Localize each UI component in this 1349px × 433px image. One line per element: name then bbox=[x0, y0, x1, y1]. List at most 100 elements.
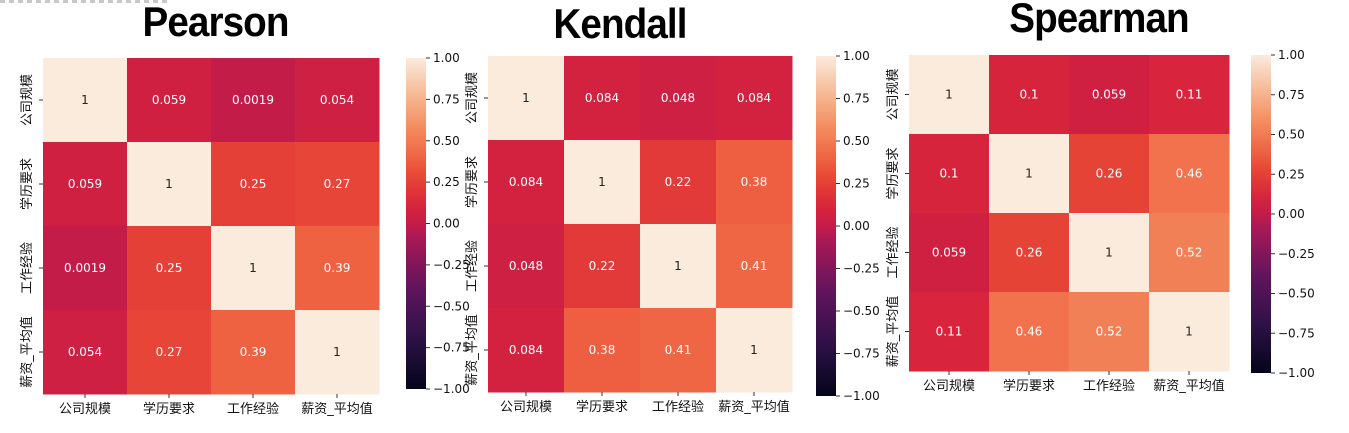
y-tick-label: 学历要求 bbox=[885, 147, 901, 199]
x-tick-label: 薪资_平均值 bbox=[301, 401, 373, 417]
cell-value-label: 0.41 bbox=[665, 343, 692, 357]
heatmap-cell bbox=[1069, 134, 1150, 214]
cell-value-label: 0.084 bbox=[509, 343, 543, 357]
cell-value-label: 0.38 bbox=[589, 343, 616, 357]
heatmap-cell bbox=[909, 55, 990, 135]
cell-value-label: 0.46 bbox=[1176, 167, 1203, 181]
cell-value-label: 0.38 bbox=[741, 175, 768, 189]
heatmap-cell bbox=[989, 213, 1070, 293]
cell-value-label: 0.39 bbox=[324, 261, 351, 275]
cell-value-label: 0.0019 bbox=[64, 261, 106, 275]
y-tick-label: 公司规模 bbox=[465, 72, 480, 124]
colorbar-tick-label: 0.25 bbox=[1278, 167, 1305, 181]
cell-value-label: 0.048 bbox=[661, 91, 695, 105]
heatmap-cell bbox=[488, 224, 565, 309]
heatmap-cell bbox=[640, 308, 717, 393]
cell-value-label: 0.059 bbox=[152, 93, 186, 107]
kendall-panel: Kendall 1 0.084 0.048 0.084 0.084 1 0.22 0.38 0.… bbox=[450, 0, 890, 433]
y-tick-label: 工作经验 bbox=[19, 242, 35, 294]
cell-value-label: 1 bbox=[945, 88, 953, 102]
x-tick-label: 工作经验 bbox=[652, 399, 704, 415]
cell-value-label: 1 bbox=[1185, 325, 1193, 339]
colorbar-tick-label: −0.50 bbox=[1278, 287, 1315, 301]
heatmap-cell bbox=[909, 134, 990, 214]
cell-value-label: 0.27 bbox=[324, 177, 351, 191]
y-tick-label: 薪资_平均值 bbox=[885, 296, 901, 368]
cell-value-label: 1 bbox=[750, 343, 758, 357]
cell-value-label: 0.0019 bbox=[232, 93, 274, 107]
colorbar-tick-label: 0.00 bbox=[843, 219, 870, 233]
heatmap-cell bbox=[716, 56, 793, 141]
heatmap-cell bbox=[127, 226, 212, 311]
cell-value-label: 0.11 bbox=[936, 325, 963, 339]
pearson-heatmap: 1 0.059 0.0019 0.054 0.059 1 0.25 0.27 0.0019 0.2… bbox=[19, 51, 470, 417]
y-tick-label: 公司规模 bbox=[20, 74, 35, 126]
x-tick-label: 薪资_平均值 bbox=[1153, 378, 1225, 394]
cell-value-label: 1 bbox=[165, 177, 173, 191]
heatmap-cell bbox=[716, 308, 793, 393]
spearman-panel: Spearman 1 0.1 0.059 0.11 0.1 1 0.26 0.46 0.059 0… bbox=[870, 0, 1340, 433]
heatmap-cell bbox=[43, 58, 128, 143]
heatmap-cell bbox=[211, 226, 296, 311]
cell-value-label: 0.46 bbox=[1016, 325, 1043, 339]
cell-value-label: 1 bbox=[1025, 167, 1033, 181]
kendall-heatmap: 1 0.084 0.048 0.084 0.084 1 0.22 0.38 0.048 0.22 1… bbox=[464, 49, 880, 415]
heatmap-cell bbox=[640, 140, 717, 225]
x-tick-label: 公司规模 bbox=[923, 379, 975, 394]
colorbar-tick-label: −0.25 bbox=[843, 262, 880, 276]
cell-value-label: 0.048 bbox=[509, 259, 543, 273]
y-tick-label: 学历要求 bbox=[464, 156, 480, 208]
cell-value-label: 0.084 bbox=[509, 175, 543, 189]
heatmap-cell bbox=[1149, 213, 1230, 293]
colorbar-tick-label: −0.75 bbox=[433, 341, 470, 355]
heatmap-cell bbox=[989, 292, 1070, 372]
chart-title: Kendall bbox=[553, 0, 687, 47]
cell-value-label: 1 bbox=[333, 345, 341, 359]
heatmap-cell bbox=[564, 224, 641, 309]
x-tick-label: 工作经验 bbox=[1083, 378, 1135, 394]
y-tick-label: 学历要求 bbox=[19, 158, 35, 210]
colorbar bbox=[1251, 55, 1271, 373]
spearman-heatmap: 1 0.1 0.059 0.110.1 1 0.26 0.460.059 0.26 1 0.520… bbox=[885, 48, 1315, 394]
heatmap-cell bbox=[127, 142, 212, 227]
cell-value-label: 0.084 bbox=[737, 91, 771, 105]
heatmap-cell bbox=[716, 224, 793, 309]
cell-value-label: 0.22 bbox=[665, 175, 692, 189]
cell-value-label: 0.25 bbox=[240, 177, 267, 191]
cell-value-label: 0.059 bbox=[932, 246, 966, 260]
x-tick-label: 薪资_平均值 bbox=[718, 399, 790, 415]
colorbar bbox=[406, 58, 426, 389]
heatmap-cell bbox=[488, 140, 565, 225]
colorbar-tick-label: 0.50 bbox=[843, 134, 870, 148]
chart-title: Spearman bbox=[1009, 0, 1189, 41]
y-tick-label: 薪资_平均值 bbox=[19, 316, 35, 388]
colorbar-tick-label: −0.25 bbox=[1278, 247, 1315, 261]
colorbar-tick-label: 0.25 bbox=[843, 177, 870, 191]
colorbar bbox=[816, 56, 836, 396]
colorbar-tick-label: −0.75 bbox=[1278, 326, 1315, 340]
colorbar-tick-label: 0.00 bbox=[1278, 207, 1305, 221]
x-tick-label: 工作经验 bbox=[227, 401, 279, 417]
x-tick-label: 学历要求 bbox=[143, 401, 195, 417]
heatmap-cell bbox=[295, 310, 380, 395]
cell-value-label: 1 bbox=[598, 175, 606, 189]
colorbar-tick-label: −0.25 bbox=[433, 258, 470, 272]
cell-value-label: 0.059 bbox=[1092, 88, 1126, 102]
chart-title: Pearson bbox=[142, 0, 289, 45]
heatmap-cell bbox=[909, 292, 990, 372]
heatmap-cell bbox=[564, 308, 641, 393]
heatmap-cell bbox=[1149, 55, 1230, 135]
cell-value-label: 0.52 bbox=[1176, 246, 1203, 260]
colorbar-tick-label: −0.50 bbox=[843, 304, 880, 318]
heatmap-cell bbox=[1069, 292, 1150, 372]
colorbar-tick-label: 1.00 bbox=[843, 49, 870, 63]
heatmap-cell bbox=[640, 224, 717, 309]
x-tick-label: 学历要求 bbox=[1003, 378, 1055, 394]
cell-value-label: 1 bbox=[674, 259, 682, 273]
cell-value-label: 0.41 bbox=[741, 259, 768, 273]
colorbar-tick-label: 0.00 bbox=[433, 217, 460, 231]
cell-value-label: 0.1 bbox=[939, 167, 958, 181]
cell-value-label: 1 bbox=[522, 91, 530, 105]
heatmap-cell bbox=[1069, 213, 1150, 293]
heatmap-cell bbox=[1069, 55, 1150, 135]
